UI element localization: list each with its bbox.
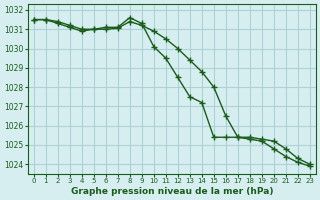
X-axis label: Graphe pression niveau de la mer (hPa): Graphe pression niveau de la mer (hPa) (70, 187, 273, 196)
